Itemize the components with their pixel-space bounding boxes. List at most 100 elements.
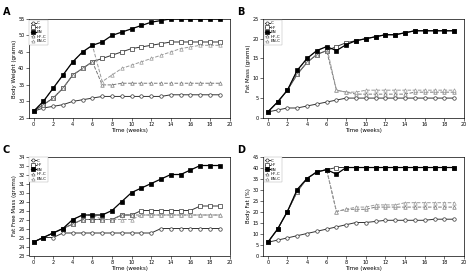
HF-C xyxy=(412,90,418,94)
HF-C xyxy=(80,67,85,70)
EN-C xyxy=(304,177,310,180)
HF-C xyxy=(70,73,76,77)
C xyxy=(304,104,310,108)
EN-C xyxy=(284,88,290,92)
EN xyxy=(265,110,271,114)
Line: EN: EN xyxy=(32,164,222,244)
HF xyxy=(383,33,388,36)
EN-C xyxy=(314,170,319,173)
C xyxy=(363,96,369,100)
EN xyxy=(363,37,369,40)
HF xyxy=(70,73,76,77)
EN xyxy=(294,69,300,72)
EN-C xyxy=(80,213,85,217)
EN-C xyxy=(422,88,428,92)
Legend: C, HF, EN, HF-C, EN-C: C, HF, EN, HF-C, EN-C xyxy=(29,157,48,182)
HF xyxy=(80,218,85,221)
EN xyxy=(422,29,428,33)
HF-C xyxy=(451,90,457,94)
EN xyxy=(129,191,135,194)
EN xyxy=(265,241,271,244)
HF-C xyxy=(363,93,369,96)
EN-C xyxy=(343,208,349,211)
EN-C xyxy=(373,88,379,92)
HF-C xyxy=(168,213,173,217)
HF-C xyxy=(441,205,447,209)
EN xyxy=(50,231,56,235)
C xyxy=(294,106,300,110)
EN xyxy=(304,177,310,180)
HF xyxy=(168,40,173,44)
HF-C xyxy=(432,90,438,94)
HF xyxy=(138,45,144,49)
C xyxy=(168,227,173,230)
EN xyxy=(217,164,223,167)
HF-C xyxy=(80,218,85,221)
EN-C xyxy=(324,168,329,171)
X-axis label: Time (weeks): Time (weeks) xyxy=(111,128,147,133)
EN xyxy=(207,164,213,167)
HF-C xyxy=(294,73,300,76)
HF-C xyxy=(31,240,36,244)
HF xyxy=(60,227,66,230)
HF-C xyxy=(178,213,183,217)
HF xyxy=(90,218,95,221)
C xyxy=(80,231,85,235)
Text: B: B xyxy=(237,7,244,17)
EN-C xyxy=(451,88,457,92)
EN xyxy=(158,19,164,22)
EN-C xyxy=(60,73,66,77)
HF-C xyxy=(90,218,95,221)
HF xyxy=(353,166,359,169)
C xyxy=(188,227,193,230)
C xyxy=(343,96,349,100)
EN xyxy=(441,29,447,33)
HF xyxy=(265,241,271,244)
HF xyxy=(334,45,339,48)
EN xyxy=(138,186,144,190)
HF-C xyxy=(100,218,105,221)
HF-C xyxy=(314,170,319,173)
EN-C xyxy=(50,86,56,90)
HF xyxy=(168,209,173,212)
EN-C xyxy=(294,69,300,72)
HF xyxy=(217,204,223,208)
C xyxy=(451,96,457,100)
EN-C xyxy=(138,60,144,63)
EN xyxy=(90,213,95,217)
Line: HF-C: HF-C xyxy=(32,60,222,113)
C xyxy=(148,95,154,98)
EN-C xyxy=(353,90,359,94)
C xyxy=(334,225,339,229)
HF xyxy=(363,166,369,169)
HF xyxy=(275,100,281,104)
C xyxy=(207,93,213,96)
C xyxy=(188,93,193,96)
HF-C xyxy=(100,83,105,86)
HF-C xyxy=(168,81,173,85)
HF-C xyxy=(119,213,125,217)
EN xyxy=(207,17,213,21)
HF-C xyxy=(60,227,66,230)
EN-C xyxy=(168,50,173,54)
EN xyxy=(168,173,173,176)
HF-C xyxy=(158,213,164,217)
HF xyxy=(294,190,300,193)
HF-C xyxy=(422,90,428,94)
HF-C xyxy=(40,103,46,106)
HF-C xyxy=(324,168,329,171)
HF xyxy=(70,222,76,226)
HF xyxy=(314,53,319,56)
HF-C xyxy=(138,213,144,217)
EN-C xyxy=(129,63,135,67)
HF-C xyxy=(90,60,95,63)
EN-C xyxy=(80,50,85,54)
C xyxy=(100,231,105,235)
EN-C xyxy=(373,203,379,207)
HF xyxy=(441,29,447,33)
C xyxy=(217,93,223,96)
HF xyxy=(158,42,164,45)
EN-C xyxy=(294,188,300,191)
HF xyxy=(324,168,329,171)
HF-C xyxy=(314,53,319,56)
